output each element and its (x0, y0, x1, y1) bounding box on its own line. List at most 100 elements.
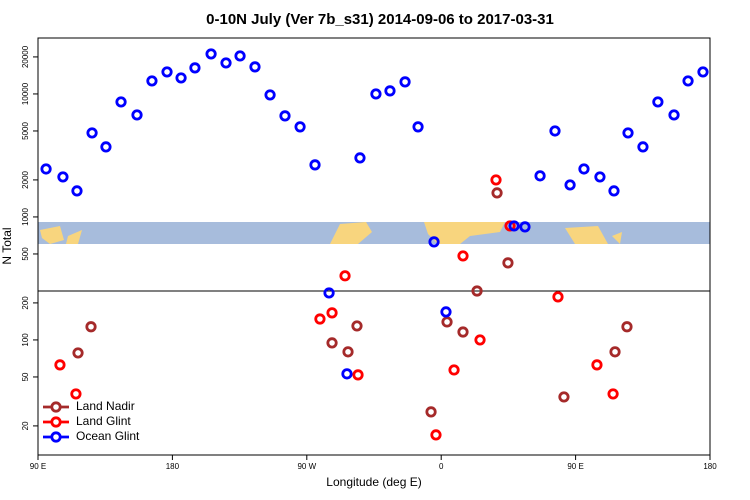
y-tick-label: 20000 (21, 45, 30, 68)
point (264, 89, 276, 101)
point (339, 270, 351, 282)
point (54, 359, 66, 371)
y-tick-label: 50 (21, 372, 30, 381)
point (71, 185, 83, 197)
point (591, 359, 603, 371)
point (578, 163, 590, 175)
point (341, 368, 353, 380)
point (161, 66, 173, 78)
y-tick-label: 200 (21, 296, 30, 310)
y-tick-label: 1000 (21, 207, 30, 225)
point (622, 127, 634, 139)
point (326, 337, 338, 349)
point (621, 321, 633, 333)
x-tick-label: 180 (703, 462, 717, 471)
point (697, 66, 709, 78)
point (323, 287, 335, 299)
point (220, 57, 232, 69)
point (552, 291, 564, 303)
map-strip (38, 222, 710, 244)
x-tick-label: 180 (166, 462, 180, 471)
point (146, 75, 158, 87)
point (205, 48, 217, 60)
point (57, 171, 69, 183)
x-tick-label: 0 (439, 462, 444, 471)
point (294, 121, 306, 133)
point (85, 321, 97, 333)
point (448, 364, 460, 376)
point (502, 257, 514, 269)
point (457, 250, 469, 262)
x-tick-label: 90 E (567, 462, 583, 471)
point (309, 159, 321, 171)
map-land (424, 222, 505, 244)
point (457, 326, 469, 338)
point (384, 85, 396, 97)
point (534, 170, 546, 182)
point (86, 127, 98, 139)
x-tick-label: 90 W (297, 462, 316, 471)
point (491, 187, 503, 199)
point (471, 285, 483, 297)
point (175, 72, 187, 84)
point (399, 76, 411, 88)
point (549, 125, 561, 137)
point (682, 75, 694, 87)
point (594, 171, 606, 183)
point (608, 185, 620, 197)
point (234, 50, 246, 62)
legend-marker (50, 401, 62, 413)
point (131, 109, 143, 121)
map-ocean (38, 222, 710, 244)
point (115, 96, 127, 108)
chart-title: 0-10N July (Ver 7b_s31) 2014-09-06 to 20… (206, 11, 554, 28)
point (314, 313, 326, 325)
map-land (565, 226, 622, 244)
point (558, 391, 570, 403)
point (668, 109, 680, 121)
point (412, 121, 424, 133)
point (100, 141, 112, 153)
map-land (40, 226, 82, 244)
point (354, 152, 366, 164)
legend-label: Ocean Glint (76, 429, 140, 443)
legend-marker (50, 431, 62, 443)
point (609, 346, 621, 358)
point (326, 307, 338, 319)
y-tick-label: 100 (21, 333, 30, 347)
point (637, 141, 649, 153)
map-land (330, 222, 372, 244)
y-tick-label: 2000 (21, 170, 30, 188)
point (72, 347, 84, 359)
point (441, 316, 453, 328)
y-axis-label: N Total (0, 227, 14, 264)
point (279, 110, 291, 122)
point (425, 406, 437, 418)
point (428, 236, 440, 248)
y-tick-label: 20 (21, 421, 30, 430)
plot-frame (37, 37, 711, 456)
point (508, 220, 520, 232)
point (70, 388, 82, 400)
x-axis-label: Longitude (deg E) (326, 475, 421, 489)
point (40, 163, 52, 175)
point (370, 88, 382, 100)
y-tick-label: 500 (21, 247, 30, 261)
point (504, 220, 516, 232)
point (519, 221, 531, 233)
point (607, 388, 619, 400)
point (249, 61, 261, 73)
point (351, 320, 363, 332)
point (352, 369, 364, 381)
legend-label: Land Glint (76, 414, 131, 428)
y-tick-label: 5000 (21, 122, 30, 140)
x-tick-label: 90 E (30, 462, 46, 471)
point (564, 179, 576, 191)
point (342, 346, 354, 358)
point (440, 306, 452, 318)
point (189, 62, 201, 74)
point (430, 429, 442, 441)
point (652, 96, 664, 108)
y-tick-label: 10000 (21, 82, 30, 105)
legend-marker (50, 416, 62, 428)
